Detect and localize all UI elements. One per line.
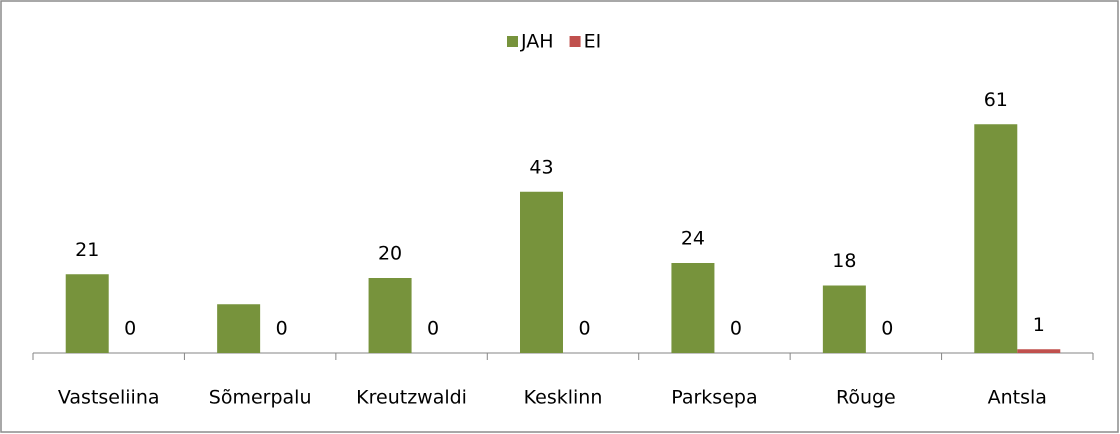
- x-tick-label: Vastseliina: [58, 387, 160, 409]
- data-label: 20: [378, 243, 402, 265]
- bar: [217, 304, 261, 353]
- bar: [974, 124, 1018, 353]
- data-label: 24: [681, 228, 705, 250]
- bar: [1017, 349, 1061, 353]
- data-label: 0: [578, 318, 590, 340]
- x-tick-label: Kreutzwaldi: [356, 387, 467, 409]
- bar: [368, 278, 412, 353]
- legend-swatch: [569, 36, 581, 47]
- legend-label: EI: [584, 31, 602, 53]
- x-tick-label: Kesklinn: [524, 387, 603, 409]
- data-label: 0: [730, 318, 742, 340]
- bar: [520, 191, 563, 353]
- data-label: 43: [529, 156, 553, 178]
- bar: [671, 263, 715, 353]
- x-tick-label: Parksepa: [671, 387, 757, 409]
- legend-label: JAH: [520, 31, 554, 53]
- data-label: 0: [276, 318, 288, 340]
- data-label: 0: [881, 318, 893, 340]
- x-tick-label: Sõmerpalu: [209, 387, 312, 409]
- x-tick-label: Rõuge: [836, 387, 896, 409]
- data-label: 61: [984, 89, 1008, 111]
- data-label: 0: [124, 318, 136, 340]
- data-label: 21: [75, 239, 99, 261]
- data-label: 1: [1033, 314, 1045, 336]
- data-label: 0: [427, 318, 439, 340]
- bar: [822, 285, 866, 353]
- legend-swatch: [507, 36, 518, 47]
- x-tick-label: Antsla: [988, 387, 1047, 409]
- data-label: 18: [832, 250, 856, 272]
- bar: [65, 274, 109, 353]
